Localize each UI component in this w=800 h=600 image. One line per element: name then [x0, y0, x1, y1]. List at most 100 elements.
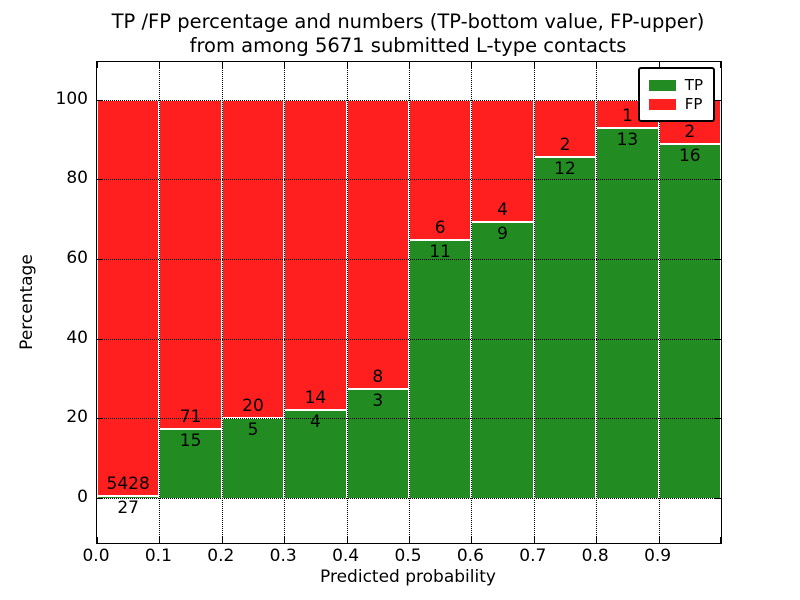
x-tick-mark: [533, 537, 535, 543]
x-tick-mark: [221, 62, 223, 68]
fp-count-label: 20: [242, 396, 264, 417]
bar-segment-fp: [159, 99, 222, 429]
y-tick-mark: [715, 259, 721, 261]
bar-segment-fp: [284, 99, 347, 410]
x-tick-label: 0.3: [269, 546, 297, 566]
x-tick-mark: [471, 537, 473, 543]
fp-count-label: 14: [304, 387, 327, 408]
legend-entry: TP: [648, 76, 703, 94]
v-gridline: [346, 62, 348, 543]
plot-area: TP FP 5428 27 71 15 20 5 14 4 8 3 6 11 4 9 2 12 1 13 2 16: [96, 61, 722, 544]
bar-segment-fp: [409, 99, 472, 241]
x-tick-label: 0.1: [144, 546, 172, 566]
x-tick-label: 0.5: [394, 546, 422, 566]
x-tick-mark: [596, 537, 598, 543]
x-tick-label: 0.4: [332, 546, 360, 566]
v-gridline: [284, 62, 286, 543]
x-tick-mark: [284, 537, 286, 543]
x-tick-mark: [596, 62, 598, 68]
x-tick-mark: [346, 537, 348, 543]
x-tick-mark: [471, 62, 473, 68]
tp-count-label: 5: [247, 420, 259, 441]
tp-count-label: 15: [179, 430, 202, 451]
x-tick-mark: [409, 62, 410, 68]
v-gridline: [159, 62, 161, 543]
y-tick-label: 0: [77, 487, 88, 507]
x-tick-mark: [658, 62, 660, 68]
y-tick-mark: [715, 338, 721, 340]
x-tick-mark: [533, 62, 535, 68]
fp-count-label: 4: [497, 200, 509, 221]
x-tick-mark: [159, 537, 161, 543]
fp-count-label: 71: [179, 406, 202, 427]
chart-title: TP /FP percentage and numbers (TP-bottom…: [96, 10, 720, 58]
tp-count-label: 13: [616, 130, 639, 151]
x-tick-mark: [346, 62, 348, 68]
fp-count-label: 1: [621, 106, 633, 127]
v-gridline: [533, 62, 535, 543]
y-tick-mark: [97, 498, 103, 499]
x-tick-label: 0.7: [519, 546, 547, 566]
tp-count-label: 9: [497, 224, 509, 245]
v-gridline: [471, 62, 473, 543]
fp-count-label: 8: [372, 367, 384, 388]
y-tick-label: 20: [66, 407, 88, 428]
legend-swatch-fp: [648, 98, 676, 110]
v-gridline: [658, 62, 660, 543]
y-tick-mark: [97, 418, 103, 420]
x-tick-mark: [720, 62, 721, 68]
tp-count-label: 12: [554, 158, 576, 179]
y-tick-mark: [97, 179, 103, 181]
bar-segment-tp: [471, 222, 534, 498]
y-tick-mark: [97, 99, 103, 101]
x-tick-mark: [97, 537, 98, 543]
tp-count-label: 3: [372, 391, 384, 412]
y-tick-mark: [715, 99, 721, 101]
x-tick-label: 0.2: [207, 546, 235, 566]
x-tick-mark: [284, 62, 286, 68]
fp-count-label: 2: [684, 122, 696, 143]
tp-count-label: 11: [429, 242, 452, 263]
bar-segment-tp: [409, 240, 472, 498]
x-tick-mark: [409, 537, 410, 543]
v-gridline: [409, 62, 410, 543]
bar-segment-fp: [346, 99, 409, 390]
legend-swatch-tp: [648, 79, 676, 91]
bar-segment-tp: [658, 144, 721, 498]
y-tick-mark: [715, 498, 721, 499]
legend-label: FP: [684, 95, 703, 113]
y-tick-mark: [715, 179, 721, 181]
bar-segment-tp: [97, 496, 160, 498]
tp-count-label: 27: [117, 498, 140, 519]
x-tick-mark: [720, 537, 721, 543]
chart-title-line2: from among 5671 submitted L-type contact…: [189, 34, 627, 57]
bar-segment-tp: [596, 128, 659, 498]
x-tick-mark: [221, 537, 223, 543]
bar-segment-fp: [97, 99, 160, 497]
bar-segment-tp: [221, 418, 285, 498]
x-tick-mark: [159, 62, 161, 68]
y-tick-mark: [97, 259, 103, 261]
legend-label: TP: [684, 76, 703, 94]
y-tick-mark: [97, 338, 103, 340]
x-axis-label: Predicted probability: [320, 567, 496, 587]
chart-title-line1: TP /FP percentage and numbers (TP-bottom…: [111, 10, 705, 33]
x-tick-mark: [658, 537, 660, 543]
fp-count-label: 2: [559, 134, 571, 155]
tp-count-label: 4: [309, 411, 321, 432]
y-tick-label: 100: [55, 88, 88, 109]
y-tick-label: 60: [66, 248, 88, 269]
y-tick-label: 80: [66, 168, 88, 189]
y-tick-label: 40: [66, 327, 88, 348]
x-tick-label: 0.6: [456, 546, 484, 566]
fp-count-label: 6: [434, 218, 446, 239]
legend-entry: FP: [648, 95, 703, 113]
y-tick-mark: [715, 418, 721, 420]
v-gridline: [596, 62, 598, 543]
x-tick-label: 0.9: [644, 546, 672, 566]
x-tick-label: 0.8: [581, 546, 609, 566]
v-gridline: [221, 62, 223, 543]
bar-segment-tp: [533, 156, 597, 498]
fp-count-label: 5428: [106, 474, 150, 495]
